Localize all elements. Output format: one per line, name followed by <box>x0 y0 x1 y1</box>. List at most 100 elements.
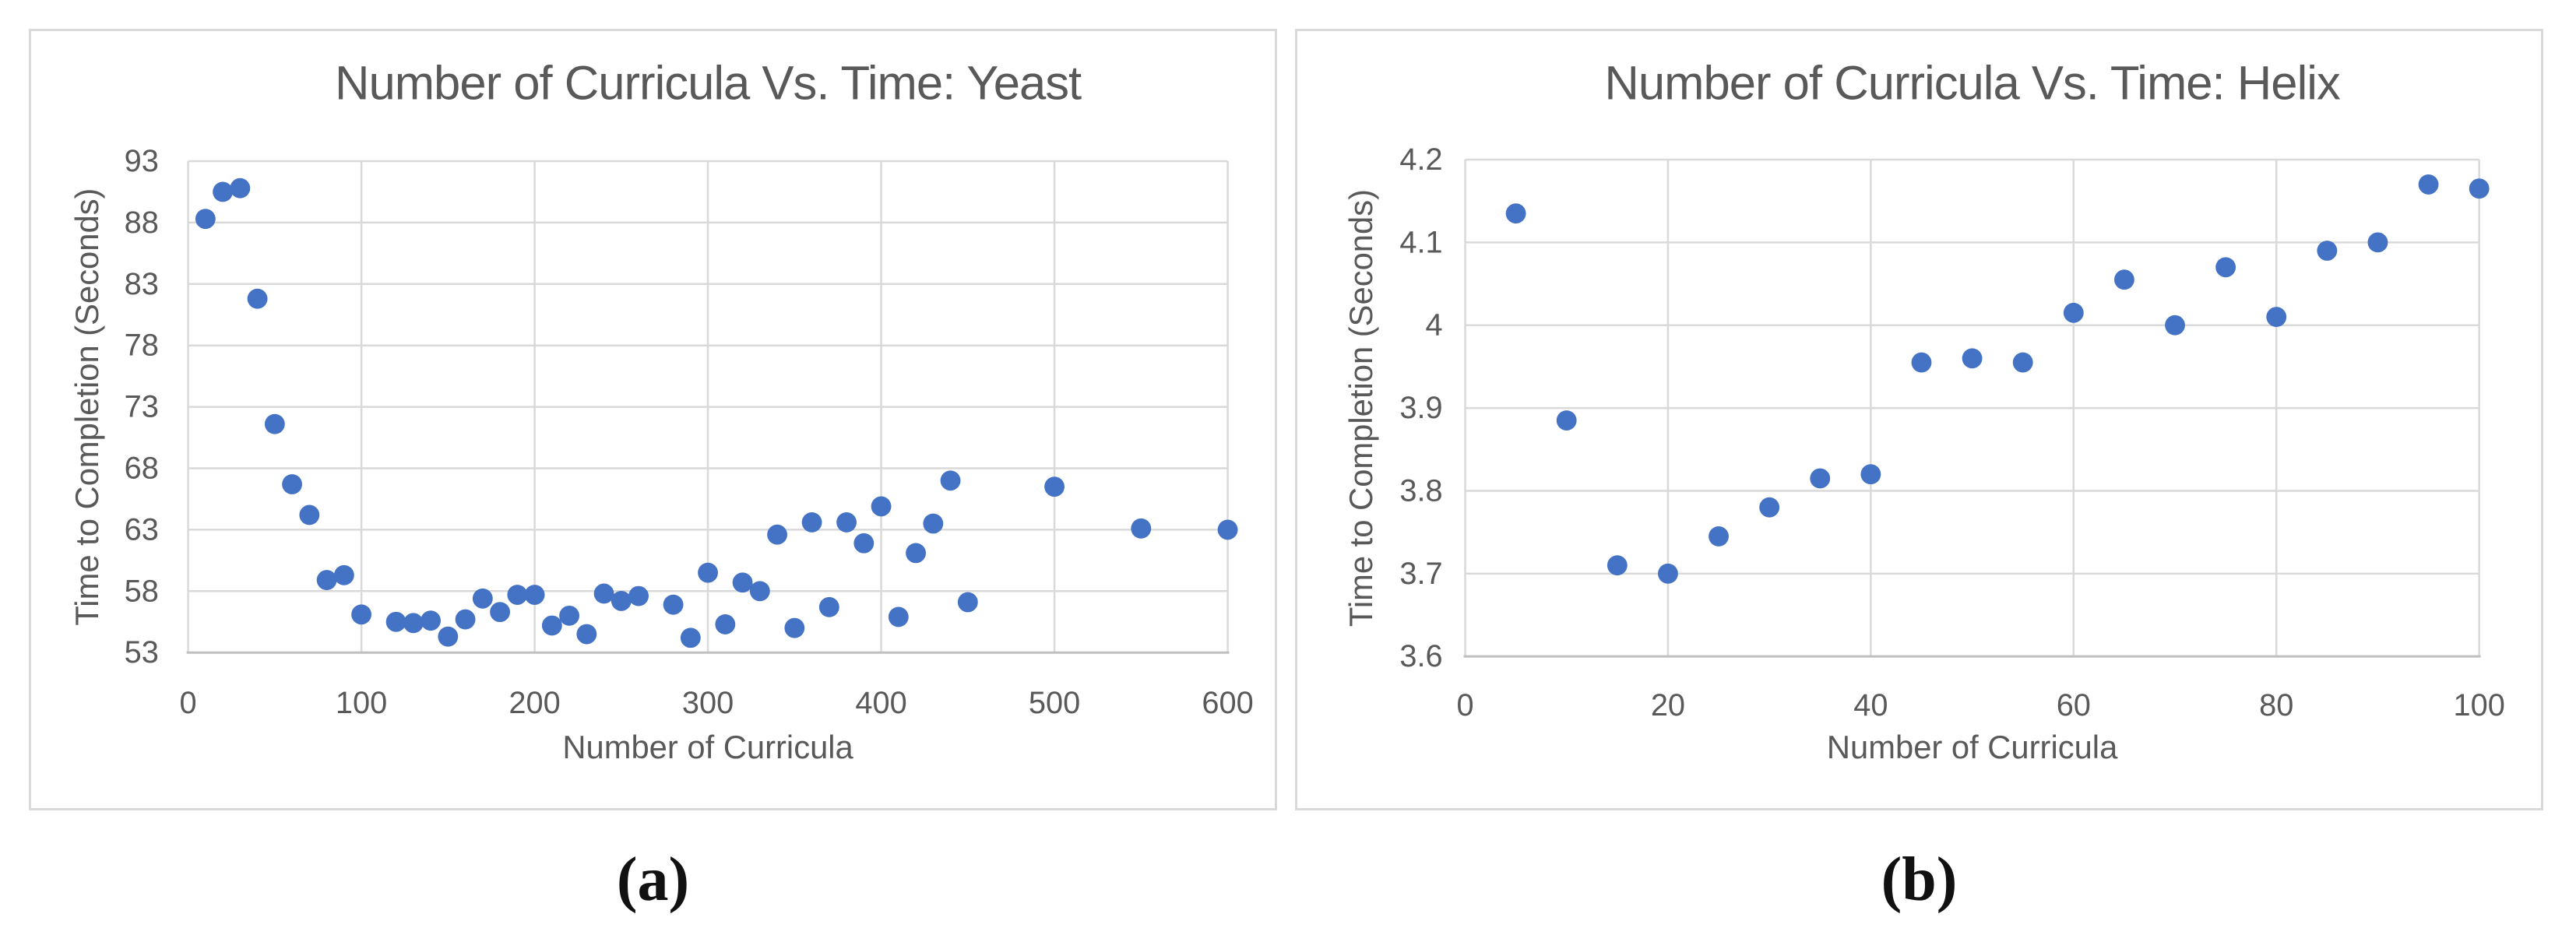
data-point <box>247 288 268 309</box>
x-tick-label: 100 <box>2454 688 2505 722</box>
x-tick-label: 0 <box>180 686 197 720</box>
data-point <box>524 585 545 605</box>
data-point <box>1810 468 1831 489</box>
data-point <box>299 504 320 526</box>
data-point <box>195 209 216 230</box>
data-point <box>438 626 459 647</box>
chart-title: Number of Curricula Vs. Time: Yeast <box>335 56 1082 110</box>
subfigure-label-a: (a) <box>616 845 690 914</box>
y-tick-label: 53 <box>125 635 159 670</box>
x-tick-label: 300 <box>682 686 734 720</box>
data-point <box>230 178 251 199</box>
y-tick-label: 3.6 <box>1399 639 1442 673</box>
x-tick-label: 400 <box>855 686 906 720</box>
data-point <box>490 602 511 623</box>
data-point <box>1606 555 1628 576</box>
data-point <box>923 513 944 534</box>
chart-title: Number of Curricula Vs. Time: Helix <box>1604 56 2341 110</box>
data-point <box>2012 352 2033 373</box>
data-point <box>940 470 961 491</box>
data-point <box>1556 410 1577 431</box>
data-point <box>1860 464 1881 485</box>
data-point <box>2418 174 2439 195</box>
data-point <box>455 609 476 630</box>
x-tick-label: 500 <box>1029 686 1080 720</box>
data-point <box>715 613 736 634</box>
data-point <box>333 564 354 585</box>
x-tick-label: 80 <box>2259 688 2293 722</box>
data-point <box>749 581 770 602</box>
scatter-chart-helix: Number of Curricula Vs. Time: Helix 3.6 3.… <box>1343 56 2505 765</box>
data-point <box>385 611 406 632</box>
data-point <box>2063 302 2084 323</box>
y-tick-label: 4.2 <box>1399 142 1442 177</box>
x-axis-title: Number of Curricula <box>562 729 853 765</box>
subfigure-label-b: (b) <box>1881 845 1958 914</box>
data-point <box>2266 307 2287 328</box>
y-tick-label: 78 <box>125 329 159 363</box>
x-tick-label: 40 <box>1853 688 1888 722</box>
data-point <box>1709 526 1729 547</box>
data-point <box>541 615 562 636</box>
x-axis-title: Number of Curricula <box>1827 729 2118 765</box>
data-point <box>888 606 909 627</box>
y-axis-title: Time to Completion (Seconds) <box>69 188 105 626</box>
data-point <box>611 591 632 611</box>
y-tick-label: 4 <box>1426 308 1443 343</box>
data-point <box>957 592 978 613</box>
y-tick-label: 58 <box>125 574 159 608</box>
data-point <box>2113 269 2134 290</box>
x-tick-label: 20 <box>1651 688 1685 722</box>
data-point <box>1759 497 1780 518</box>
data-point <box>576 624 597 645</box>
data-point <box>2367 232 2388 253</box>
data-point <box>593 583 614 604</box>
data-point <box>836 512 857 533</box>
y-tick-label: 68 <box>125 451 159 485</box>
y-tick-label: 3.8 <box>1399 473 1442 508</box>
data-point <box>2469 178 2490 199</box>
y-tick-label: 73 <box>125 390 159 424</box>
data-point <box>871 496 892 517</box>
data-point <box>1911 352 1932 373</box>
data-point <box>853 533 875 554</box>
chart-panel-b: Number of Curricula Vs. Time: Helix 3.6 3.… <box>1295 29 2543 810</box>
data-point <box>1044 476 1065 497</box>
data-point <box>2215 257 2236 278</box>
data-point <box>801 512 822 533</box>
y-axis-title: Time to Completion (Seconds) <box>1343 189 1379 627</box>
data-point <box>1217 519 1238 540</box>
x-tick-label: 200 <box>509 686 560 720</box>
scatter-chart-yeast: Number of Curricula Vs. Time: Yeast 53 58 6… <box>69 56 1254 765</box>
y-tick-label: 4.1 <box>1399 225 1442 259</box>
data-point <box>906 543 926 564</box>
data-point <box>1131 518 1152 539</box>
x-tick-label: 0 <box>1456 688 1473 722</box>
data-point <box>403 613 424 634</box>
chart-panel-a: Number of Curricula Vs. Time: Yeast 53 58 6… <box>29 29 1277 810</box>
data-point <box>264 413 285 434</box>
y-tick-label: 93 <box>125 144 159 178</box>
data-point <box>282 474 303 494</box>
data-point <box>680 627 701 649</box>
data-point <box>663 594 684 615</box>
data-point <box>421 610 442 631</box>
data-point <box>767 524 787 545</box>
data-point <box>698 562 718 583</box>
data-point <box>213 181 234 202</box>
x-tick-label: 600 <box>1202 686 1253 720</box>
data-point <box>818 596 839 617</box>
data-point <box>351 604 372 625</box>
data-point <box>2317 241 2338 261</box>
data-point <box>2165 315 2185 336</box>
x-tick-label: 60 <box>2057 688 2091 722</box>
y-tick-label: 88 <box>125 206 159 240</box>
data-point <box>732 572 753 593</box>
y-tick-label: 3.9 <box>1399 391 1442 425</box>
data-point <box>1505 203 1526 224</box>
data-point <box>1658 563 1678 584</box>
data-point <box>507 585 528 605</box>
y-tick-label: 83 <box>125 267 159 301</box>
x-tick-label: 100 <box>336 686 387 720</box>
